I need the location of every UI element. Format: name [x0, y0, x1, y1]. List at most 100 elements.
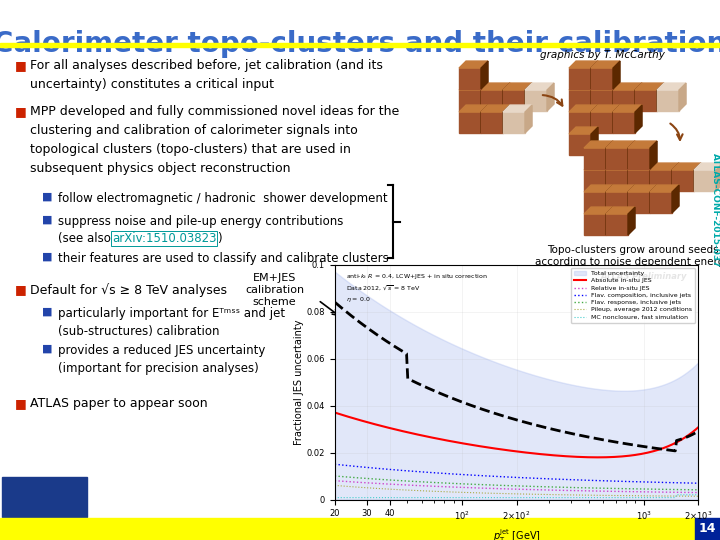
Polygon shape: [635, 105, 642, 133]
Polygon shape: [628, 207, 635, 235]
Bar: [2, 477, 87, 517]
Pileup, average 2012 conditions: [660, 493, 669, 500]
Polygon shape: [481, 112, 503, 133]
Polygon shape: [459, 68, 481, 89]
Polygon shape: [606, 141, 613, 169]
Polygon shape: [584, 148, 606, 169]
Flav. response, inclusive jets: [332, 473, 341, 480]
Text: provides a reduced JES uncertainty
(important for precision analyses): provides a reduced JES uncertainty (impo…: [58, 344, 266, 375]
Absolute in-situ JES: [661, 444, 670, 450]
MC nonclosure, fast simulation: [332, 495, 341, 501]
Polygon shape: [650, 185, 657, 213]
Polygon shape: [650, 185, 679, 192]
Polygon shape: [606, 163, 635, 170]
Pileup, average 2012 conditions: [332, 482, 341, 489]
Polygon shape: [628, 141, 657, 148]
Polygon shape: [584, 170, 606, 191]
Flav. response, inclusive jets: [546, 484, 554, 490]
Polygon shape: [606, 185, 613, 213]
Flav. composition, inclusive jets: [330, 461, 339, 468]
MC nonclosure, fast simulation: [553, 495, 562, 501]
Polygon shape: [606, 141, 635, 148]
Polygon shape: [657, 90, 679, 111]
Polygon shape: [481, 83, 488, 111]
Polygon shape: [628, 141, 635, 169]
Polygon shape: [481, 90, 503, 111]
Polygon shape: [628, 163, 657, 170]
Polygon shape: [525, 83, 532, 111]
Polygon shape: [569, 112, 591, 133]
Polygon shape: [650, 170, 672, 191]
Polygon shape: [672, 185, 679, 213]
Polygon shape: [635, 83, 642, 111]
Polygon shape: [606, 185, 635, 192]
Polygon shape: [459, 83, 488, 90]
Relative in-situ JES: [660, 489, 669, 495]
Polygon shape: [613, 105, 642, 112]
Text: Topo-clusters grow around seeds
according to noise dependent energy
thresholds: Topo-clusters grow around seeds accordin…: [535, 245, 720, 278]
Polygon shape: [672, 163, 701, 170]
Polygon shape: [569, 127, 598, 134]
Text: ■: ■: [42, 192, 53, 202]
Polygon shape: [672, 163, 679, 191]
Polygon shape: [481, 105, 510, 112]
Relative in-situ JES: [547, 487, 556, 494]
Polygon shape: [584, 185, 613, 192]
Flav. composition, inclusive jets: [694, 480, 703, 487]
Polygon shape: [650, 163, 657, 191]
Polygon shape: [459, 112, 481, 133]
Polygon shape: [481, 105, 488, 133]
Text: Default for √s ≥ 8 TeV analyses: Default for √s ≥ 8 TeV analyses: [30, 283, 227, 296]
Absolute in-situ JES: [330, 409, 339, 416]
Line: Pileup, average 2012 conditions: Pileup, average 2012 conditions: [335, 485, 698, 496]
Text: suppress noise and pile-up energy contributions: suppress noise and pile-up energy contri…: [58, 215, 343, 228]
Flav. response, inclusive jets: [637, 486, 646, 492]
Line: Relative in-situ JES: Relative in-situ JES: [335, 481, 698, 492]
Text: MPP developed and fully commissioned novel ideas for the
clustering and calibrat: MPP developed and fully commissioned nov…: [30, 105, 400, 175]
Polygon shape: [606, 148, 628, 169]
Polygon shape: [591, 105, 620, 112]
Text: ■: ■: [42, 252, 53, 262]
Polygon shape: [657, 83, 686, 90]
MC nonclosure, fast simulation: [547, 495, 556, 501]
Polygon shape: [635, 90, 657, 111]
Polygon shape: [628, 170, 650, 191]
X-axis label: $p_{\rm T}^{\rm jet}$ [GeV]: $p_{\rm T}^{\rm jet}$ [GeV]: [492, 527, 541, 540]
Polygon shape: [650, 141, 657, 169]
Relative in-situ JES: [694, 489, 703, 496]
Text: ■: ■: [42, 307, 53, 317]
Polygon shape: [679, 83, 686, 111]
Polygon shape: [606, 214, 628, 235]
Polygon shape: [591, 61, 598, 89]
Text: 14: 14: [698, 523, 716, 536]
Polygon shape: [606, 207, 635, 214]
Polygon shape: [628, 185, 657, 192]
Text: ■: ■: [15, 283, 27, 296]
Text: their features are used to classify and calibrate clusters: their features are used to classify and …: [58, 252, 389, 265]
Legend: Total uncertainty, Absolute in-situ JES, Relative in-situ JES, Flav. composition: Total uncertainty, Absolute in-situ JES,…: [570, 268, 696, 323]
Pileup, average 2012 conditions: [637, 492, 646, 499]
Polygon shape: [584, 192, 606, 213]
Bar: [695, 518, 720, 540]
Polygon shape: [569, 105, 598, 112]
Bar: [0, 518, 695, 540]
Polygon shape: [591, 112, 613, 133]
Polygon shape: [694, 163, 701, 191]
Polygon shape: [613, 112, 635, 133]
Text: graphics by T. McCarthy: graphics by T. McCarthy: [540, 50, 665, 60]
Text: ATLAS Preliminary: ATLAS Preliminary: [601, 272, 688, 281]
Polygon shape: [481, 83, 510, 90]
Pileup, average 2012 conditions: [547, 491, 556, 498]
Absolute in-situ JES: [332, 410, 341, 416]
Flav. response, inclusive jets: [694, 487, 703, 493]
Polygon shape: [569, 90, 591, 111]
MC nonclosure, fast simulation: [672, 491, 681, 498]
Flav. response, inclusive jets: [547, 484, 556, 490]
Relative in-situ JES: [332, 477, 341, 484]
Polygon shape: [606, 192, 628, 213]
Polygon shape: [694, 170, 716, 191]
Text: arXiv:1510.03823: arXiv:1510.03823: [112, 232, 217, 245]
Polygon shape: [503, 105, 532, 112]
Relative in-situ JES: [546, 487, 554, 494]
Y-axis label: Fractional JES uncertainty: Fractional JES uncertainty: [294, 319, 304, 445]
